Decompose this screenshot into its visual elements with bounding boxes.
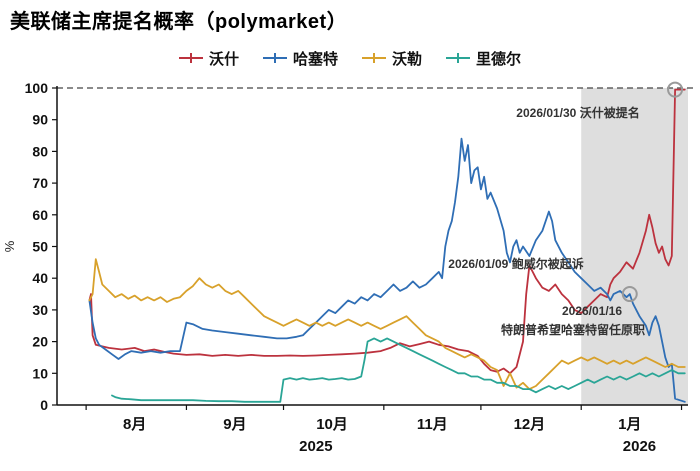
shaded-region-2026 [581, 88, 688, 405]
legend-label-waller: 沃勒 [392, 51, 423, 68]
annotation-marker-warsh-nominated [667, 81, 684, 98]
x-tick-label: 11月 [417, 416, 448, 433]
y-tick-label: 0 [40, 397, 48, 413]
probability-line-chart: 0 10 20 30 40 50 60 70 80 90 100 8月 9月 10月 11月 12月 1月 202… [2, 80, 694, 455]
legend: 沃什 哈塞特 沃勒 里德尔 [0, 48, 700, 69]
y-tick-label: 70 [32, 175, 48, 191]
x-tick-label: 12月 [514, 416, 546, 433]
legend-item-warsh: 沃什 [178, 48, 239, 69]
legend-label-hassett: 哈塞特 [292, 51, 338, 68]
series-line-hassett [88, 137, 686, 403]
year-label: 2025 [299, 438, 332, 455]
series-line-warsh [88, 88, 686, 375]
legend-label-warsh: 沃什 [208, 51, 239, 68]
annotation-text-trump-wants-hassett-stay: 2026/01/16 [562, 304, 622, 318]
series-line-riedl [111, 337, 686, 403]
x-tick-label: 10月 [316, 416, 348, 433]
legend-line-marker-waller [362, 53, 386, 64]
legend-line-marker-hassett [262, 53, 287, 64]
legend-item-riedl: 里德尔 [446, 48, 521, 69]
y-tick-label: 10 [32, 365, 48, 381]
y-tick-label: 20 [32, 334, 48, 350]
annotation-text-powell-sued: 2026/01/09 鲍威尔被起诉 [448, 256, 583, 271]
legend-label-riedl: 里德尔 [476, 51, 522, 68]
y-tick-label: 80 [32, 143, 48, 159]
annotation-text-warsh-nominated: 2026/01/30 沃什被提名 [516, 105, 639, 120]
y-tick-label: 100 [25, 80, 49, 96]
year-label: 2026 [623, 438, 656, 455]
y-tick-label: 60 [32, 207, 48, 223]
y-tick-label: 90 [32, 112, 48, 128]
x-tick-label: 8月 [123, 416, 146, 433]
legend-item-waller: 沃勒 [362, 48, 422, 69]
annotation-marker-trump-wants-hassett-stay [621, 286, 638, 303]
y-tick-label: 40 [32, 270, 48, 286]
legend-item-hassett: 哈塞特 [262, 48, 338, 69]
legend-line-marker-warsh [178, 53, 203, 64]
x-tick-label: 9月 [223, 416, 246, 433]
y-tick-label: 30 [32, 302, 48, 318]
y-tick-label: 50 [32, 239, 48, 255]
x-tick-label: 1月 [618, 416, 641, 433]
series-line-waller [88, 258, 686, 391]
annotation-text-trump-wants-hassett-stay: 特朗普希望哈塞特留任原职 [501, 322, 645, 337]
legend-line-marker-riedl [446, 53, 471, 64]
chart-title: 美联储主席提名概率（polymarket） [10, 11, 348, 33]
y-axis-unit-label: % [2, 240, 17, 252]
